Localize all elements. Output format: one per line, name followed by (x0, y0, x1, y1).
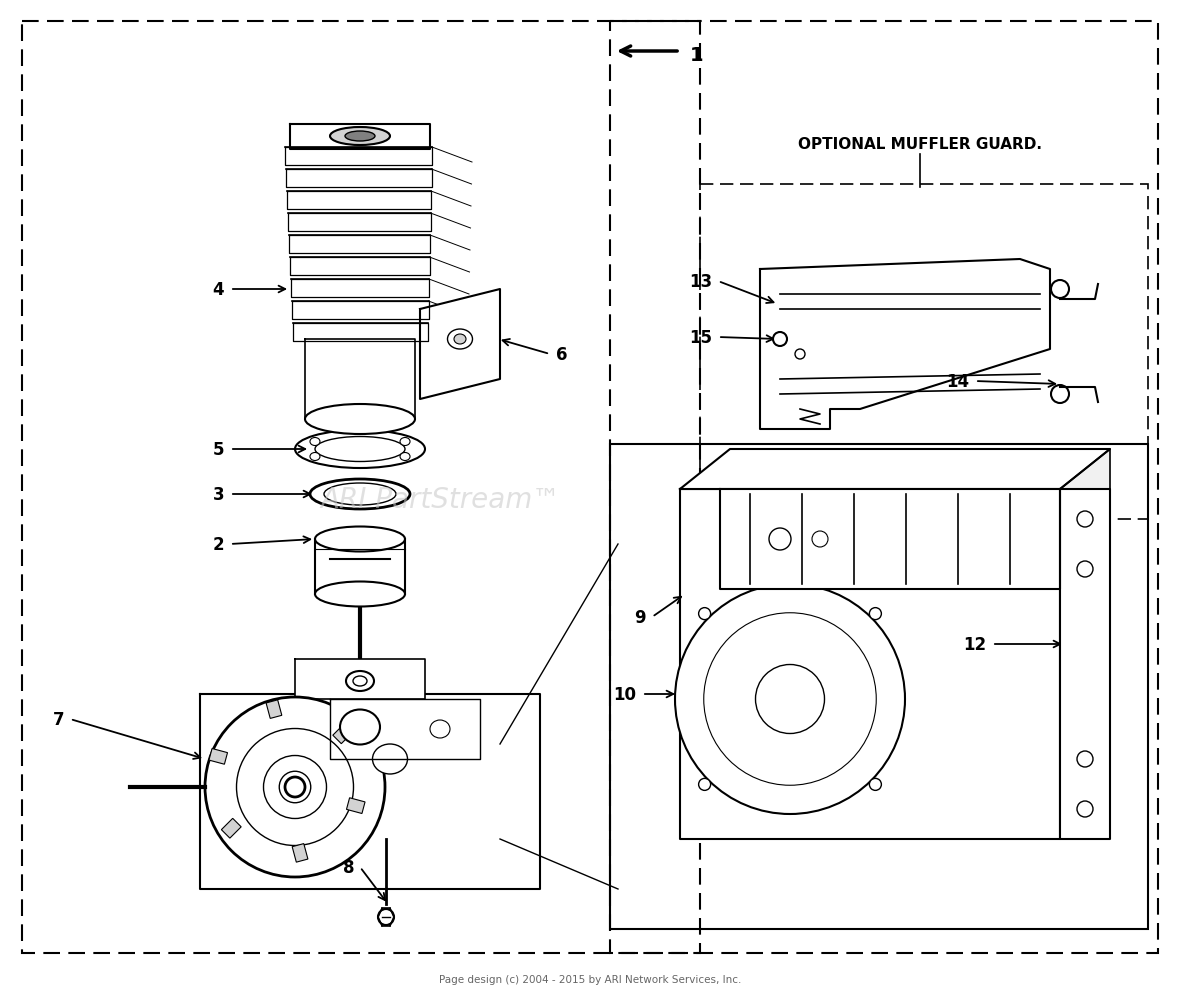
Ellipse shape (324, 484, 396, 505)
Polygon shape (293, 324, 428, 342)
Polygon shape (330, 699, 480, 760)
Bar (610, 22, 1158, 953)
Ellipse shape (1077, 802, 1093, 818)
Ellipse shape (400, 453, 409, 461)
Ellipse shape (304, 405, 415, 435)
Ellipse shape (1051, 386, 1069, 404)
Polygon shape (720, 490, 1060, 589)
Bar (266, 700, 282, 718)
Text: 1: 1 (690, 45, 703, 64)
Polygon shape (304, 340, 415, 420)
Ellipse shape (675, 584, 905, 815)
Ellipse shape (205, 697, 385, 877)
Polygon shape (680, 490, 1060, 839)
Polygon shape (295, 659, 425, 699)
Ellipse shape (345, 132, 375, 142)
Polygon shape (199, 694, 540, 889)
Text: 10: 10 (612, 685, 636, 703)
Ellipse shape (286, 778, 304, 798)
Ellipse shape (373, 744, 407, 775)
Bar (22, 22, 700, 953)
Text: 2: 2 (212, 535, 224, 553)
Text: OPTIONAL MUFFLER GUARD.: OPTIONAL MUFFLER GUARD. (798, 137, 1042, 152)
Bar (347, 798, 365, 814)
Ellipse shape (310, 480, 409, 509)
Polygon shape (287, 191, 431, 209)
Text: 9: 9 (635, 608, 645, 626)
Text: Page design (c) 2004 - 2015 by ARI Network Services, Inc.: Page design (c) 2004 - 2015 by ARI Netwo… (439, 974, 741, 984)
Polygon shape (286, 169, 432, 187)
Ellipse shape (699, 608, 710, 620)
Ellipse shape (1077, 561, 1093, 577)
Ellipse shape (236, 728, 354, 846)
Ellipse shape (769, 528, 791, 550)
Ellipse shape (280, 772, 310, 803)
Ellipse shape (310, 453, 320, 461)
Ellipse shape (315, 582, 405, 607)
Ellipse shape (400, 438, 409, 446)
Ellipse shape (870, 779, 881, 791)
Bar (222, 819, 241, 839)
Bar (700, 184, 1148, 519)
Ellipse shape (315, 437, 405, 462)
Text: 11: 11 (956, 538, 979, 556)
Ellipse shape (773, 333, 787, 347)
Ellipse shape (699, 779, 710, 791)
Ellipse shape (454, 335, 466, 345)
Text: 5: 5 (212, 441, 224, 459)
Ellipse shape (755, 665, 825, 733)
Text: 8: 8 (342, 858, 354, 876)
Ellipse shape (870, 608, 881, 620)
Ellipse shape (346, 671, 374, 691)
Polygon shape (290, 258, 430, 276)
Polygon shape (290, 125, 430, 150)
Ellipse shape (1077, 752, 1093, 768)
Ellipse shape (263, 756, 327, 819)
Ellipse shape (330, 128, 391, 146)
Polygon shape (760, 260, 1050, 430)
Text: 14: 14 (946, 373, 969, 391)
Ellipse shape (447, 330, 472, 350)
Polygon shape (291, 280, 430, 298)
Polygon shape (286, 148, 432, 166)
Polygon shape (1060, 450, 1110, 839)
Polygon shape (420, 290, 500, 400)
Ellipse shape (340, 709, 380, 744)
Ellipse shape (795, 350, 805, 360)
Ellipse shape (310, 438, 320, 446)
Polygon shape (315, 539, 405, 594)
Ellipse shape (353, 676, 367, 686)
Bar (333, 724, 353, 743)
Text: 12: 12 (963, 635, 986, 653)
Polygon shape (291, 302, 428, 320)
Ellipse shape (430, 720, 450, 738)
Text: ARI PartStream™: ARI PartStream™ (320, 486, 560, 513)
Ellipse shape (315, 527, 405, 552)
Polygon shape (289, 235, 430, 254)
Polygon shape (288, 213, 431, 231)
Ellipse shape (295, 431, 425, 469)
Bar (209, 748, 228, 765)
Text: 7: 7 (52, 710, 64, 728)
Ellipse shape (1077, 511, 1093, 527)
Polygon shape (1060, 490, 1110, 839)
Text: 4: 4 (212, 281, 224, 299)
Text: 15: 15 (689, 329, 712, 347)
Ellipse shape (812, 531, 828, 547)
Ellipse shape (378, 909, 394, 925)
Bar (610, 445, 1148, 929)
Bar (293, 844, 308, 863)
Ellipse shape (1051, 281, 1069, 299)
Text: 3: 3 (212, 486, 224, 503)
Text: 13: 13 (689, 273, 712, 291)
Text: 6: 6 (556, 346, 568, 364)
Ellipse shape (703, 613, 877, 786)
Polygon shape (680, 450, 1110, 490)
